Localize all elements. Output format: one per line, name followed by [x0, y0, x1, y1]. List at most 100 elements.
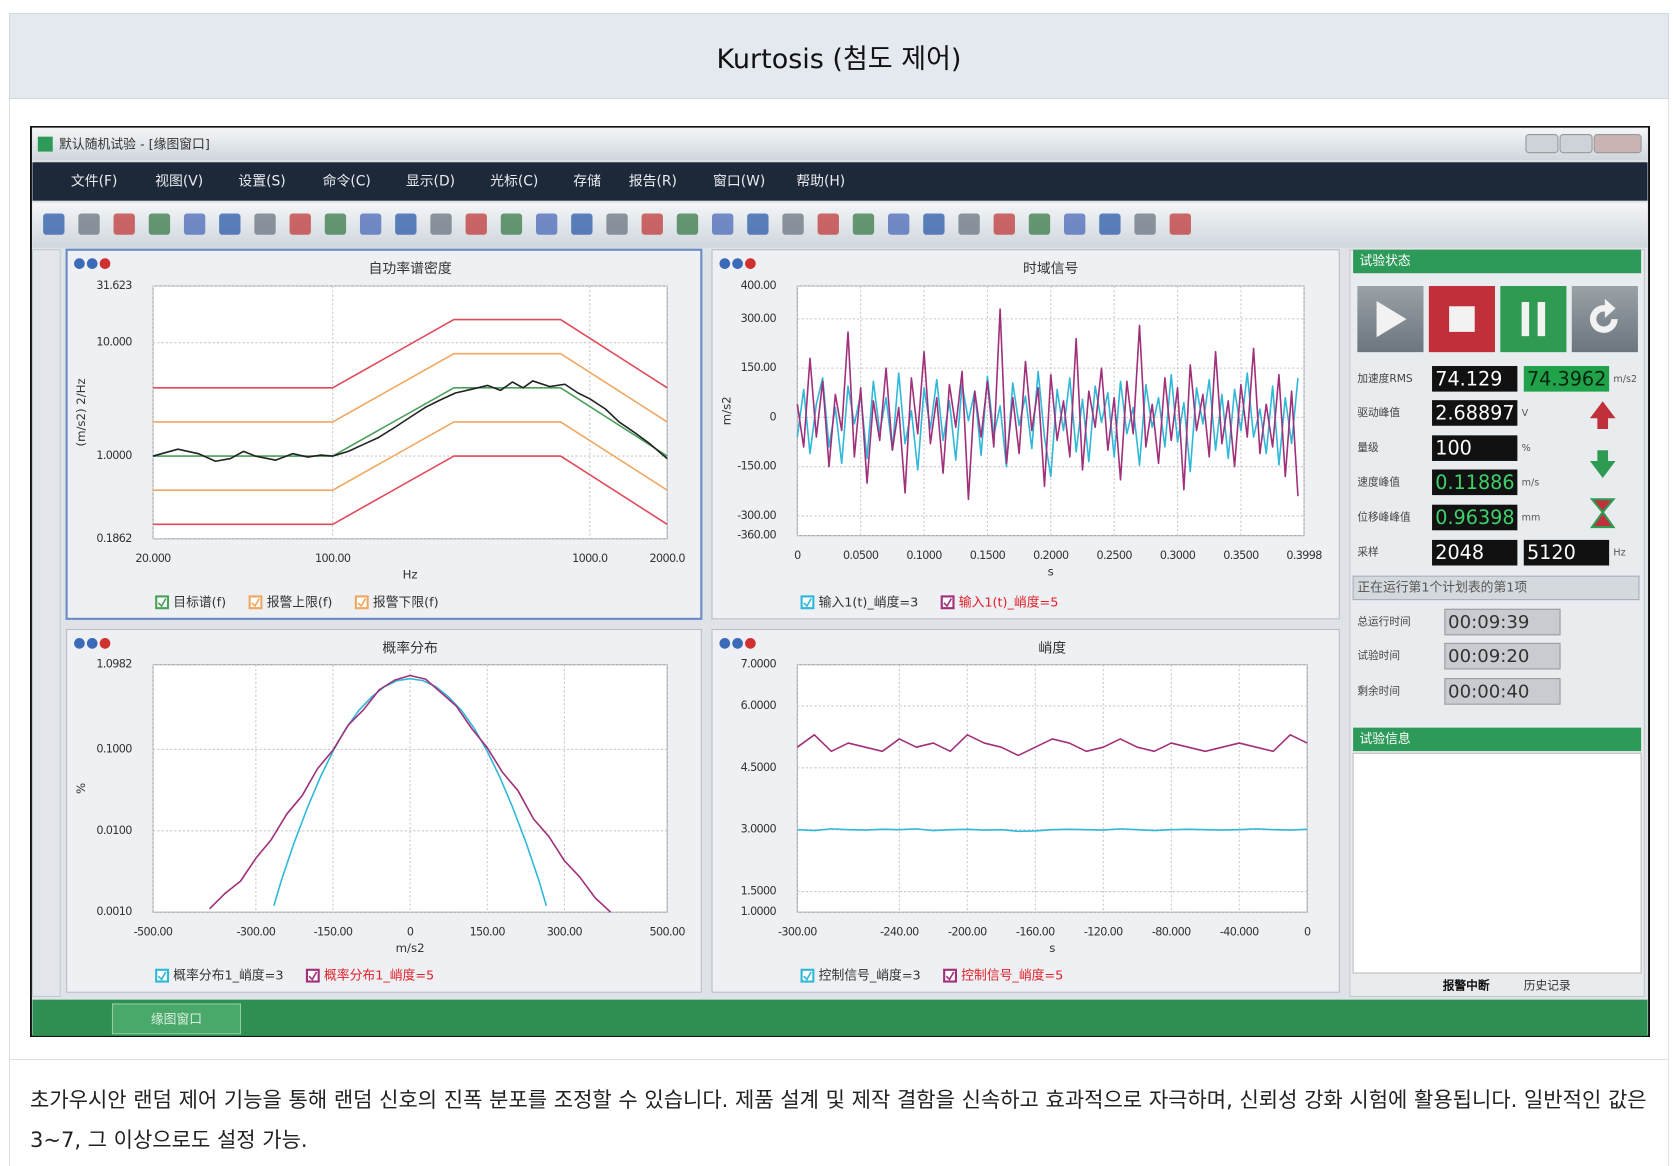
panel-icon[interactable] — [99, 258, 111, 269]
y-tick-label: -300.00 — [737, 509, 776, 522]
y-tick-label: 0.1000 — [96, 742, 132, 755]
info-tab[interactable]: 报警中断 — [1443, 978, 1490, 992]
toolbar-icon[interactable] — [1028, 213, 1051, 235]
toolbar-icon[interactable] — [430, 213, 452, 235]
hold-icon[interactable] — [1589, 498, 1616, 529]
toolbar-icon[interactable] — [747, 213, 769, 235]
toolbar-icon[interactable] — [148, 213, 171, 235]
legend-checkbox[interactable] — [800, 968, 815, 983]
panel-icon[interactable] — [732, 258, 743, 269]
menu-item[interactable]: 光标(C) — [490, 173, 538, 189]
toolbar-icon[interactable] — [888, 213, 910, 235]
legend-checkbox[interactable] — [354, 595, 369, 610]
menu-item[interactable]: 显示(D) — [406, 173, 455, 189]
toolbar-icon[interactable] — [852, 213, 875, 235]
status-value: 5120 — [1527, 541, 1576, 564]
panel-icon[interactable] — [745, 258, 756, 269]
menu-item[interactable]: 帮助(H) — [796, 173, 845, 189]
panel-icon[interactable] — [74, 638, 85, 649]
window-tab[interactable] — [111, 1003, 242, 1035]
toolbar-icon[interactable] — [43, 213, 65, 235]
menu-item[interactable]: 存储 — [573, 173, 601, 189]
legend-checkbox[interactable] — [940, 595, 955, 610]
toolbar-icon[interactable] — [113, 213, 135, 235]
status-label: 驱动峰值 — [1357, 406, 1400, 419]
legend-checkbox[interactable] — [248, 595, 263, 610]
toolbar-icon[interactable] — [289, 213, 311, 235]
menu-item[interactable]: 报告(R) — [629, 173, 677, 189]
status-unit: % — [1522, 443, 1531, 454]
title-bar — [32, 128, 1648, 161]
toolbar-icon[interactable] — [641, 213, 663, 235]
x-tick-label: 0.3500 — [1223, 549, 1259, 562]
y-tick-label: 0.0100 — [96, 824, 132, 837]
x-tick-label: 150.00 — [470, 925, 506, 938]
legend-label: 输入1(t)_峭度=5 — [959, 594, 1059, 610]
toolbar-icon[interactable] — [817, 213, 839, 235]
x-tick-label: 20.000 — [135, 552, 171, 565]
pause-button[interactable] — [1500, 286, 1567, 353]
time-box — [1444, 608, 1561, 636]
toolbar-icon[interactable] — [571, 213, 593, 235]
toolbar-icon[interactable] — [183, 213, 206, 235]
level-up-icon[interactable] — [1589, 401, 1616, 429]
toolbar-icon[interactable] — [1099, 213, 1121, 235]
panel-icon[interactable] — [86, 638, 98, 649]
level-down-icon[interactable] — [1589, 450, 1616, 479]
panel-icon[interactable] — [99, 638, 111, 649]
legend-checkbox[interactable] — [943, 968, 957, 983]
toolbar-icon[interactable] — [676, 213, 699, 235]
maximize-button[interactable] — [1559, 134, 1593, 154]
menu-item[interactable]: 文件(F) — [71, 173, 118, 189]
panel-icon[interactable] — [719, 638, 731, 649]
toolbar-icon[interactable] — [78, 213, 100, 235]
toolbar-icon[interactable] — [395, 213, 417, 235]
panel-icon[interactable] — [745, 638, 756, 649]
panel-icon[interactable] — [732, 638, 743, 649]
toolbar-icon[interactable] — [465, 213, 487, 235]
minimize-button[interactable] — [1525, 134, 1559, 154]
panel-icon[interactable] — [719, 258, 731, 269]
bottom-bar — [32, 999, 1648, 1036]
menu-item[interactable]: 窗口(W) — [713, 172, 765, 189]
toolbar-icon[interactable] — [1169, 213, 1191, 235]
legend-checkbox[interactable] — [155, 595, 170, 610]
legend-checkbox[interactable] — [305, 968, 320, 983]
panel-icon[interactable] — [74, 258, 85, 269]
toolbar-icon[interactable] — [500, 213, 523, 235]
status-unit: Hz — [1613, 548, 1625, 559]
toolbar-icon[interactable] — [711, 213, 734, 235]
toolbar-icon[interactable] — [324, 213, 347, 235]
close-button[interactable] — [1593, 134, 1642, 154]
x-tick-label: 0.1000 — [906, 549, 942, 562]
toolbar-icon[interactable] — [782, 213, 804, 235]
toolbar-icon[interactable] — [359, 213, 382, 235]
menu-item[interactable]: 视图(V) — [155, 173, 203, 189]
menu-item[interactable]: 命令(C) — [323, 172, 371, 189]
y-tick-label: 10.000 — [96, 336, 132, 349]
x-axis-label: m/s2 — [396, 941, 425, 955]
y-tick-label: 1.0000 — [741, 905, 777, 918]
x-tick-label: 0 — [794, 549, 801, 562]
toolbar-icon[interactable] — [535, 213, 558, 235]
legend-checkbox[interactable] — [800, 595, 815, 610]
toolbar-icon[interactable] — [606, 213, 628, 235]
toolbar-icon[interactable] — [219, 213, 241, 235]
toolbar-icon[interactable] — [923, 213, 945, 235]
x-axis-label: Hz — [403, 568, 418, 582]
toolbar-icon[interactable] — [1064, 213, 1086, 235]
menu-item[interactable]: 设置(S) — [238, 173, 285, 189]
time-label: 试验时间 — [1357, 649, 1400, 662]
reset-icon — [1589, 298, 1618, 333]
reset-button[interactable] — [1571, 286, 1638, 353]
panel-icon[interactable] — [86, 258, 98, 269]
time-label: 总运行时间 — [1357, 615, 1410, 628]
legend-checkbox[interactable] — [155, 968, 170, 983]
toolbar-icon[interactable] — [993, 213, 1015, 235]
info-tab[interactable]: 历史记录 — [1524, 978, 1571, 992]
toolbar-icon[interactable] — [958, 213, 980, 235]
chart-title: 概率分布 — [382, 640, 438, 657]
toolbar-icon[interactable] — [1134, 213, 1156, 235]
toolbar-icon[interactable] — [254, 213, 276, 235]
play-icon — [1376, 300, 1407, 338]
